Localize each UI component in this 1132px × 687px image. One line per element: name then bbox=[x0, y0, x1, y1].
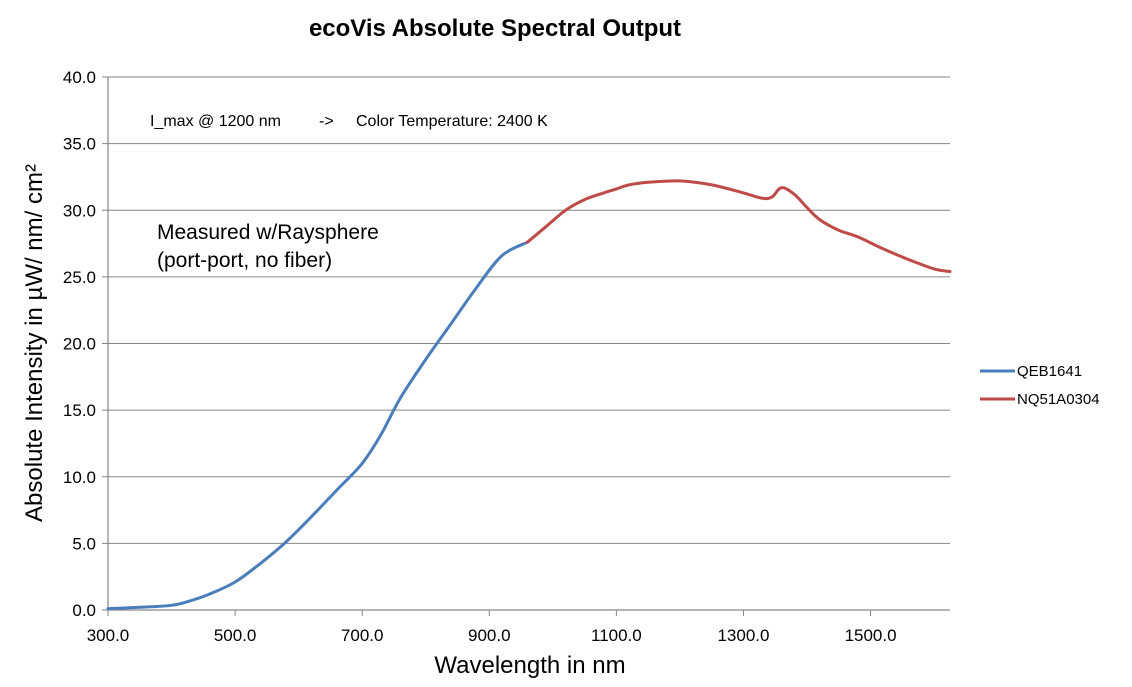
x-tick-label: 500.0 bbox=[214, 626, 257, 645]
y-tick-label: 15.0 bbox=[63, 401, 96, 420]
annotation-arrow: -> bbox=[319, 113, 334, 130]
x-tick-label: 900.0 bbox=[468, 626, 511, 645]
y-tick-label: 40.0 bbox=[63, 68, 96, 87]
chart-title: ecoVis Absolute Spectral Output bbox=[309, 15, 681, 42]
gridlines bbox=[108, 76, 950, 544]
y-tick-label: 5.0 bbox=[72, 534, 96, 553]
annotation-lmax: I_max @ 1200 nm bbox=[150, 113, 281, 130]
legend-label-qeb1641: QEB1641 bbox=[1017, 363, 1082, 380]
y-tick-labels: 0.0 5.0 10.0 15.0 20.0 25.0 30.0 35.0 40.0 bbox=[63, 68, 108, 620]
annotation-measured-line1: Measured w/Raysphere bbox=[157, 221, 379, 244]
series-lines bbox=[106, 179, 952, 611]
y-tick-label: 10.0 bbox=[63, 468, 96, 487]
x-tick-label: 700.0 bbox=[341, 626, 384, 645]
x-tick-label: 1500.0 bbox=[845, 626, 897, 645]
x-tick-label: 1300.0 bbox=[717, 626, 769, 645]
annotation-measured-line2: (port-port, no fiber) bbox=[157, 249, 332, 272]
y-tick-label: 20.0 bbox=[63, 335, 96, 354]
y-tick-label: 35.0 bbox=[63, 135, 96, 154]
annotation-color-temperature: Color Temperature: 2400 K bbox=[356, 113, 548, 130]
series-line-qeb1641 bbox=[106, 240, 529, 611]
y-tick-label: 0.0 bbox=[72, 601, 96, 620]
x-tick-label: 300.0 bbox=[87, 626, 130, 645]
legend: QEB1641 NQ51A0304 bbox=[980, 363, 1100, 408]
series-line-nq51a0304 bbox=[525, 179, 952, 273]
y-axis-label: Absolute Intensity in µW/ nm/ cm² bbox=[21, 164, 48, 522]
x-tick-label: 1100.0 bbox=[591, 626, 642, 645]
legend-label-nq51a0304: NQ51A0304 bbox=[1017, 391, 1100, 408]
y-tick-label: 30.0 bbox=[63, 201, 96, 220]
x-axis-label: Wavelength in nm bbox=[434, 652, 625, 679]
x-tick-labels: 300.0 500.0 700.0 900.0 1100.0 1300.0 1500.0 bbox=[87, 610, 897, 645]
y-tick-label: 25.0 bbox=[63, 268, 96, 287]
